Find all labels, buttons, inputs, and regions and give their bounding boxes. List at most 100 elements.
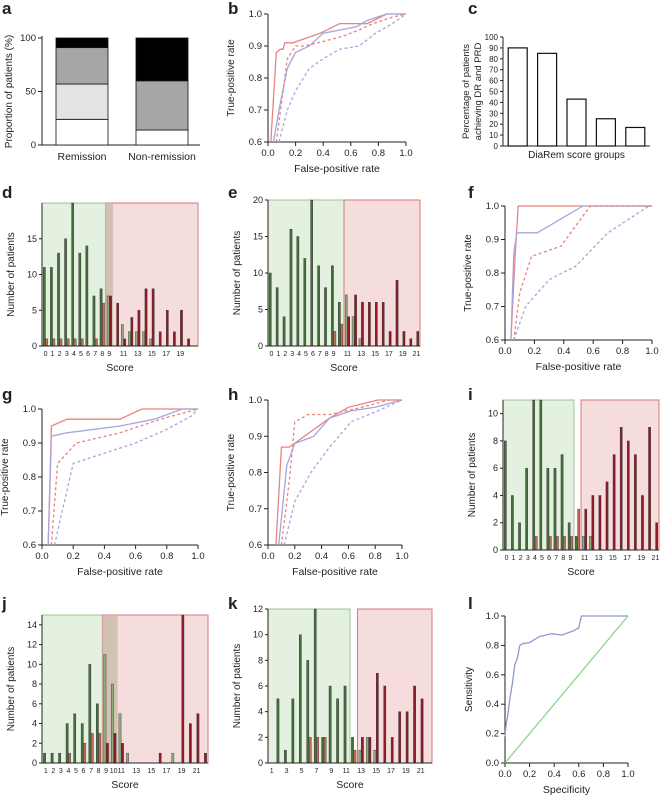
x-tick-label: 7	[89, 768, 93, 775]
bar-group-2	[536, 52, 558, 147]
x-axis-label: False-positive rate	[536, 361, 622, 373]
bar-non-remission-score-21	[655, 522, 658, 551]
x-tick-label: 11	[343, 768, 350, 775]
bar-remission-score-10	[111, 683, 114, 764]
bar-remission-score-5	[73, 713, 77, 764]
panel-a: a 0 50 100 Remission Non-remission Proportion …	[2, 0, 200, 163]
bar-remission-score-3	[289, 228, 293, 347]
bar-remission-score-1	[275, 287, 279, 347]
bar-remission-score-12	[128, 331, 131, 347]
x-tick-label: 2	[58, 351, 62, 358]
y-tick-label: 0.8	[486, 268, 499, 279]
roc-line-red-dashed	[280, 399, 402, 546]
bar-group-1	[507, 47, 528, 147]
x-tick-label: 8	[100, 351, 104, 358]
bar-remission-score-11	[121, 324, 124, 347]
roc-line-red-dashed	[513, 205, 652, 341]
x-tick-label: 17	[385, 351, 393, 358]
x-tick-label: 2	[283, 351, 287, 358]
x-tick-label: 0.8	[616, 346, 629, 357]
bar-non-remission-score-10	[116, 302, 119, 347]
y-tick-label: 0.7	[249, 504, 262, 515]
x-axis-label: Score	[106, 362, 134, 374]
bar-remission-score-11	[582, 536, 585, 551]
x-tick-label: 3	[65, 351, 69, 358]
bar-remission-score-0	[504, 440, 507, 551]
y-axis-label: True-positive rate	[226, 39, 237, 117]
bar-remission-score-9	[328, 685, 332, 764]
category-label: Non-remission	[128, 151, 196, 163]
y-axis-label: Number of patients	[232, 644, 243, 729]
x-tick-label: 4	[533, 555, 537, 562]
bar-remission-score-11	[118, 713, 122, 764]
y-tick-label: 6	[32, 699, 37, 709]
bar-remission-score-4	[71, 202, 74, 347]
y-tick-label: 8	[258, 655, 263, 665]
y-tick-label: 2	[493, 518, 498, 528]
bar-non-remission-score-9	[333, 331, 337, 347]
bar-remission-score-15	[149, 338, 152, 347]
y-tick-label: 0.9	[249, 431, 262, 442]
panel-label: h	[228, 385, 238, 404]
y-tick-label: 70	[489, 66, 498, 75]
y-tick-label: 0.6	[23, 540, 36, 551]
y-tick-label: 1.0	[23, 404, 36, 415]
roc-line-blue-solid	[278, 399, 403, 546]
x-axis-label: False-positive rate	[292, 566, 378, 578]
y-tick-label: 5	[258, 305, 263, 315]
bar-remission-score-11	[343, 685, 347, 764]
overlap-region	[105, 203, 113, 346]
y-axis-label: Number of patients	[6, 232, 17, 317]
stack-remission-4	[55, 37, 109, 49]
bar-non-remission-score-9	[106, 743, 109, 764]
x-tick-label: 0.0	[498, 346, 511, 357]
panel-label: e	[228, 183, 237, 202]
x-tick-label: 17	[163, 768, 171, 775]
x-tick-label: 15	[148, 351, 156, 358]
x-tick-label: 19	[637, 555, 645, 562]
bar-remission-score-3	[64, 238, 67, 347]
y-axis-label: Number of patients	[6, 647, 17, 732]
x-tick-label: 4	[297, 351, 301, 358]
y-tick-label: 20	[253, 195, 263, 205]
x-tick-label: 0.8	[597, 769, 610, 780]
x-axis-label: Score	[111, 779, 139, 791]
bar-non-remission-score-16	[158, 752, 162, 764]
x-tick-label: 21	[652, 555, 660, 562]
x-tick-label: 0.8	[369, 551, 382, 562]
x-tick-label: 0.2	[67, 551, 80, 562]
bar-non-remission-score-21	[416, 331, 420, 347]
x-tick-label: 0.0	[261, 551, 274, 562]
bar-non-remission-score-4	[534, 536, 538, 551]
bar-non-remission-score-10	[577, 508, 580, 551]
bar-non-remission-score-12	[591, 495, 595, 551]
bar-non-remission-score-16	[381, 302, 385, 347]
x-tick-label: 19	[402, 768, 410, 775]
panel-label: f	[468, 183, 474, 202]
roc-line-red-solid	[510, 205, 652, 341]
bar-non-remission-score-14	[144, 288, 148, 347]
bar-remission-score-9	[106, 295, 110, 347]
x-tick-label: 7	[554, 555, 558, 562]
y-tick-label: 30	[489, 109, 498, 118]
roc-line-blue-dashed	[53, 408, 199, 546]
bar-group-4	[595, 118, 617, 147]
x-tick-label: 5	[300, 768, 304, 775]
roc-line-red-dashed	[50, 408, 199, 546]
y-axis-label: Sensitivity	[464, 667, 475, 712]
x-tick-label: 5	[74, 768, 78, 775]
bar-remission-score-2	[57, 252, 60, 347]
bar-remission-score-7	[553, 467, 557, 551]
y-tick-label: 0.8	[249, 468, 262, 479]
y-tick-label: 4	[32, 719, 37, 729]
bar-non-remission-score-13	[361, 737, 364, 764]
bar-non-remission-score-10	[340, 323, 344, 347]
y-tick-label: 10	[488, 409, 498, 419]
bar-non-remission-score-2	[59, 338, 63, 347]
bar-remission-score-1	[43, 752, 46, 764]
x-tick-label: 0.4	[317, 148, 330, 159]
x-tick-label: 9	[332, 351, 336, 358]
y-axis-label-line-1: Percentage of patients	[461, 44, 472, 139]
